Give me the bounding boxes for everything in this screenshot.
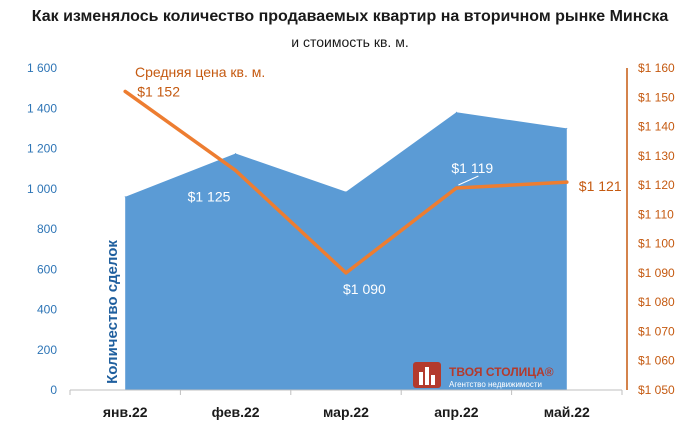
right-tick-label: $1 100 [638, 237, 675, 251]
price-line-point [123, 89, 127, 93]
right-tick-label: $1 070 [638, 324, 675, 338]
price-data-label: $1 121 [579, 178, 622, 194]
right-tick-label: $1 140 [638, 120, 675, 134]
x-tick-label: апр.22 [434, 404, 478, 420]
right-tick-label: $1 080 [638, 295, 675, 309]
right-tick-label: $1 060 [638, 354, 675, 368]
right-tick-label: $1 050 [638, 383, 675, 397]
area-point [235, 153, 237, 155]
right-tick-label: $1 120 [638, 178, 675, 192]
left-tick-label: 1 600 [27, 61, 57, 75]
price-data-label: $1 119 [451, 160, 493, 176]
area-point [345, 191, 347, 193]
logo-mark-bar [425, 367, 429, 385]
area-point [566, 127, 568, 129]
price-line-point [234, 168, 238, 172]
x-tick-label: фев.22 [212, 404, 260, 420]
left-tick-label: 400 [37, 303, 57, 317]
price-data-label: $1 125 [188, 188, 231, 204]
x-tick-label: май.22 [544, 404, 590, 420]
right-tick-label: $1 160 [638, 61, 675, 75]
area-point [455, 111, 457, 113]
right-tick-label: $1 090 [638, 266, 675, 280]
chart-title: Как изменялось количество продаваемых кв… [31, 8, 669, 25]
chart-subtitle: и стоимость кв. м. [291, 34, 409, 50]
left-tick-label: 600 [37, 262, 57, 276]
logo-name: ТВОЯ СТОЛИЦА® [449, 365, 554, 379]
right-tick-label: $1 110 [638, 207, 674, 221]
price-line-point [565, 180, 569, 184]
left-tick-label: 200 [37, 343, 57, 357]
price-line-point [454, 186, 458, 190]
left-tick-label: 800 [37, 222, 57, 236]
x-tick-label: янв.22 [103, 404, 148, 420]
price-line-point [344, 271, 348, 275]
price-series-label: Средняя цена кв. м. [135, 64, 265, 80]
logo-mark-bar [431, 375, 435, 385]
price-data-label: $1 090 [343, 281, 386, 297]
area-point [124, 196, 126, 198]
left-tick-label: 1 400 [27, 101, 57, 115]
right-tick-label: $1 130 [638, 149, 675, 163]
price-data-label: $1 152 [137, 83, 180, 99]
right-tick-label: $1 150 [638, 90, 675, 104]
left-tick-label: 1 200 [27, 142, 57, 156]
logo-mark-bar [419, 372, 423, 385]
logo-tagline: Агентство недвижимости [449, 380, 542, 389]
price-label-leader [458, 175, 479, 186]
left-axis-title: Количество сделок [104, 240, 121, 384]
area-series-deals [125, 112, 567, 391]
left-tick-label: 0 [50, 383, 57, 397]
x-tick-label: мар.22 [323, 404, 369, 420]
left-tick-label: 1 000 [27, 182, 57, 196]
